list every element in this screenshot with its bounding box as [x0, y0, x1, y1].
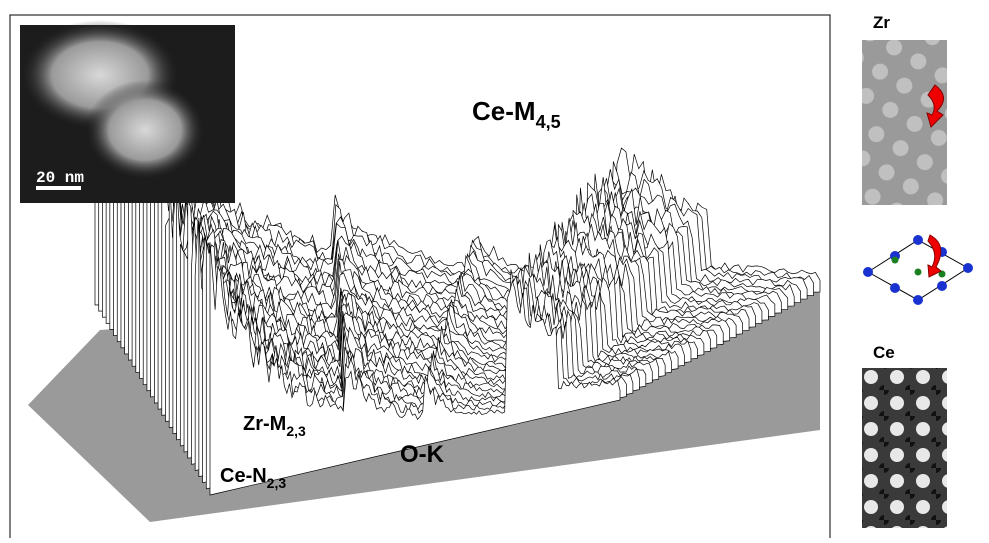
edge-label: O-K — [400, 441, 445, 468]
label-sub: 2,3 — [267, 475, 287, 491]
label-sub: 2,3 — [286, 423, 306, 439]
ce-image — [862, 368, 947, 528]
inset: 20 nm — [20, 20, 235, 203]
particle — [85, 80, 205, 180]
label-main: Ce-N — [220, 465, 267, 487]
label-main: Ce-M — [472, 96, 536, 126]
figure: 20 nm Ce-M4,5 Zr-M2,3 O-K Ce-N2,3 Zr Ce — [0, 0, 989, 538]
scale-label: 20 nm — [36, 169, 84, 187]
label-sub: 4,5 — [536, 112, 561, 132]
panel-label: Zr — [873, 13, 890, 32]
panel-label: Ce — [873, 343, 895, 362]
lattice-diagram — [863, 235, 973, 305]
page: 20 nm Ce-M4,5 Zr-M2,3 O-K Ce-N2,3 Zr Ce … — [0, 0, 989, 543]
label-main: Zr-M — [243, 413, 286, 435]
